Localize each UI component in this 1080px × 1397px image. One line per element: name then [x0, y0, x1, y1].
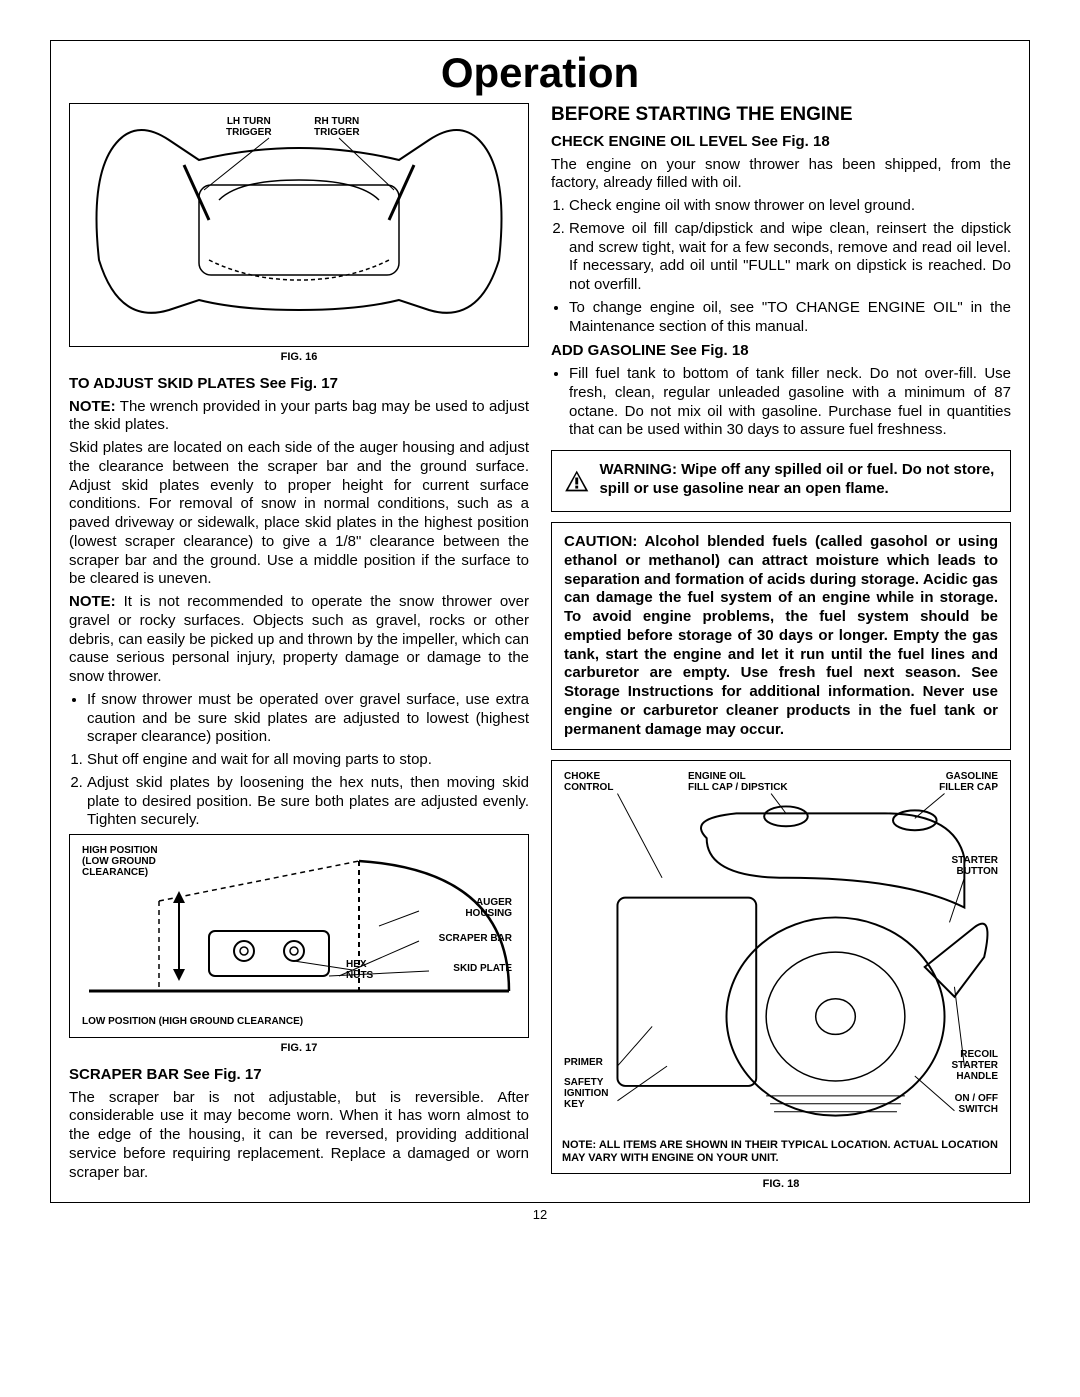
fig16-diagram: LH TURNTRIGGER RH TURNTRIGGER — [76, 110, 522, 340]
fig18-diagram: CHOKECONTROL ENGINE OILFILL CAP / DIPSTI… — [558, 767, 1004, 1167]
columns: LH TURNTRIGGER RH TURNTRIGGER FIG. 16 TO… — [51, 103, 1029, 1202]
warning-icon — [564, 461, 589, 501]
fig17-caption: FIG. 17 — [69, 1042, 529, 1056]
check-step2: Remove oil fill cap/dipstick and wipe cl… — [569, 220, 1011, 295]
fig17-scraper: SCRAPER BAR — [439, 933, 512, 944]
skid-note2: NOTE: It is not recommended to operate t… — [69, 593, 529, 687]
check-bullet: To change engine oil, see "TO CHANGE ENG… — [569, 299, 1011, 337]
fig17-highpos: HIGH POSITION(LOW GROUNDCLEARANCE) — [82, 845, 158, 878]
check-step1: Check engine oil with snow thrower on le… — [569, 197, 1011, 216]
fig18-starterbtn: STARTERBUTTON — [952, 855, 998, 877]
fig18-box: CHOKECONTROL ENGINE OILFILL CAP / DIPSTI… — [551, 760, 1011, 1174]
fig17-box: HIGH POSITION(LOW GROUNDCLEARANCE) AUGER… — [69, 834, 529, 1038]
page-number: 12 — [50, 1207, 1030, 1222]
fig16-caption: FIG. 16 — [69, 351, 529, 365]
page-frame: Operation — [50, 40, 1030, 1203]
fig16-lh-label: LH TURNTRIGGER — [226, 116, 272, 138]
fig17-diagram: HIGH POSITION(LOW GROUNDCLEARANCE) AUGER… — [76, 841, 522, 1031]
fig16-box: LH TURNTRIGGER RH TURNTRIGGER — [69, 103, 529, 347]
warning-box: WARNING: Wipe off any spilled oil or fue… — [551, 450, 1011, 512]
fig18-primer: PRIMER — [564, 1057, 603, 1068]
warning-text: WARNING: Wipe off any spilled oil or fue… — [599, 461, 998, 499]
check-head: CHECK ENGINE OIL LEVEL See Fig. 18 — [551, 133, 1011, 152]
gas-head: ADD GASOLINE See Fig. 18 — [551, 342, 1011, 361]
skid-bullet: If snow thrower must be operated over gr… — [87, 691, 529, 747]
left-column: LH TURNTRIGGER RH TURNTRIGGER FIG. 16 TO… — [69, 103, 529, 1192]
fig17-lowpos: LOW POSITION (HIGH GROUND CLEARANCE) — [82, 1016, 303, 1027]
fig18-gas: GASOLINEFILLER CAP — [939, 771, 998, 793]
fig18-caption: FIG. 18 — [551, 1178, 1011, 1192]
check-p: The engine on your snow thrower has been… — [551, 156, 1011, 194]
fig17-hex: HEXNUTS — [346, 959, 373, 981]
scraper-p: The scraper bar is not adjustable, but i… — [69, 1089, 529, 1183]
caution-box: CAUTION: Alcohol blended fuels (called g… — [551, 522, 1011, 750]
skid-p1: Skid plates are located on each side of … — [69, 439, 529, 589]
fig17-skid: SKID PLATE — [453, 963, 512, 974]
gas-bullet: Fill fuel tank to bottom of tank filler … — [569, 365, 1011, 440]
scraper-head: SCRAPER BAR See Fig. 17 — [69, 1066, 529, 1085]
fig18-oil: ENGINE OILFILL CAP / DIPSTICK — [688, 771, 788, 793]
right-column: BEFORE STARTING THE ENGINE CHECK ENGINE … — [551, 103, 1011, 1192]
skid-head: TO ADJUST SKID PLATES See Fig. 17 — [69, 375, 529, 394]
fig18-switch: ON / OFFSWITCH — [955, 1093, 998, 1115]
skid-note1: NOTE: The wrench provided in your parts … — [69, 398, 529, 436]
main-title: Operation — [51, 49, 1029, 97]
fig18-key: SAFETYIGNITIONKEY — [564, 1077, 608, 1110]
fig18-recoil: RECOILSTARTERHANDLE — [952, 1049, 998, 1082]
before-head: BEFORE STARTING THE ENGINE — [551, 103, 1011, 127]
fig18-choke: CHOKECONTROL — [564, 771, 613, 793]
skid-step2: Adjust skid plates by loosening the hex … — [87, 774, 529, 830]
fig18-note: NOTE: ALL ITEMS ARE SHOWN IN THEIR TYPIC… — [562, 1139, 1000, 1165]
fig16-rh-label: RH TURNTRIGGER — [314, 116, 360, 138]
skid-step1: Shut off engine and wait for all moving … — [87, 751, 529, 770]
fig17-auger: AUGERHOUSING — [465, 897, 512, 919]
